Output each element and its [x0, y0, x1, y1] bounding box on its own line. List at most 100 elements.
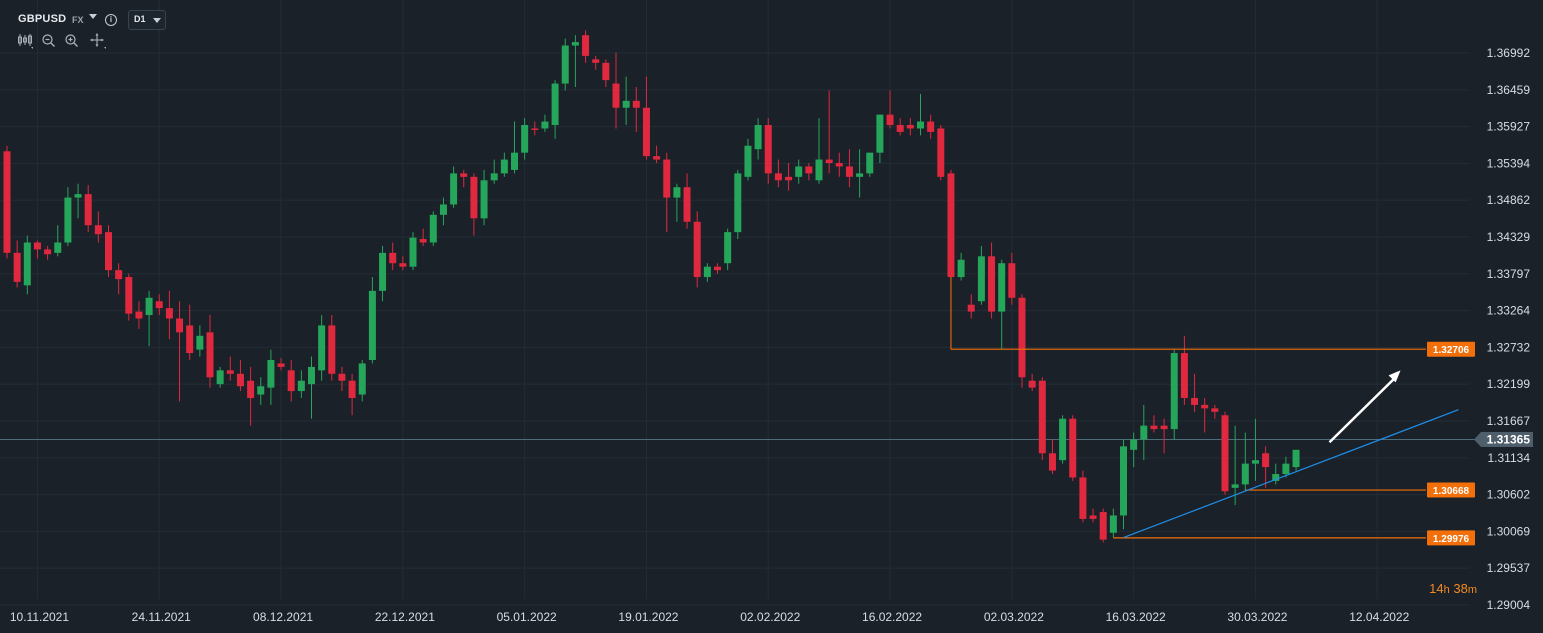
bear-candle[interactable] — [937, 128, 945, 177]
info-icon[interactable]: i — [105, 14, 117, 26]
timeframe-select[interactable]: D1 — [128, 10, 166, 30]
bear-candle[interactable] — [805, 166, 813, 174]
bear-candle[interactable] — [1211, 408, 1219, 412]
bull-candle[interactable] — [622, 100, 630, 108]
bear-candle[interactable] — [967, 304, 975, 312]
bull-candle[interactable] — [490, 173, 498, 181]
bear-candle[interactable] — [663, 159, 671, 198]
bear-candle[interactable] — [115, 270, 123, 280]
bear-candle[interactable] — [389, 252, 397, 264]
bull-candle[interactable] — [1109, 515, 1117, 533]
bear-candle[interactable] — [896, 125, 904, 132]
bull-candle[interactable] — [1241, 463, 1249, 485]
bear-candle[interactable] — [1069, 418, 1077, 478]
bull-candle[interactable] — [795, 166, 803, 177]
bull-candle[interactable] — [521, 125, 529, 153]
bear-candle[interactable] — [399, 263, 407, 267]
bear-candle[interactable] — [1180, 353, 1188, 398]
bull-candle[interactable] — [297, 380, 305, 392]
bear-candle[interactable] — [135, 311, 143, 319]
bear-candle[interactable] — [653, 156, 661, 160]
bear-candle[interactable] — [155, 301, 163, 309]
bull-candle[interactable] — [734, 173, 742, 233]
zoom-in-icon[interactable] — [64, 33, 80, 49]
bear-candle[interactable] — [582, 35, 590, 56]
bull-candle[interactable] — [551, 83, 559, 126]
bull-candle[interactable] — [815, 159, 823, 181]
bear-candle[interactable] — [3, 151, 11, 253]
bear-candle[interactable] — [186, 325, 194, 354]
bull-candle[interactable] — [358, 363, 366, 395]
bear-candle[interactable] — [125, 277, 133, 314]
bear-candle[interactable] — [84, 194, 92, 226]
bull-candle[interactable] — [754, 125, 762, 150]
bull-candle[interactable] — [561, 45, 569, 84]
bear-candle[interactable] — [94, 225, 102, 235]
bear-candle[interactable] — [1150, 425, 1158, 430]
bear-candle[interactable] — [602, 62, 610, 81]
bear-candle[interactable] — [419, 239, 427, 243]
bear-candle[interactable] — [470, 176, 478, 219]
bear-candle[interactable] — [226, 370, 234, 374]
bull-candle[interactable] — [1140, 425, 1148, 440]
bear-candle[interactable] — [1262, 453, 1270, 468]
bear-candle[interactable] — [176, 318, 184, 333]
bull-candle[interactable] — [500, 159, 508, 174]
bear-candle[interactable] — [642, 107, 650, 157]
bear-candle[interactable] — [1099, 512, 1107, 540]
bull-candle[interactable] — [856, 173, 864, 177]
bear-candle[interactable] — [287, 370, 295, 392]
bull-candle[interactable] — [1272, 474, 1280, 481]
bear-candle[interactable] — [1079, 477, 1087, 519]
bear-candle[interactable] — [1028, 380, 1036, 388]
symbol-dropdown-icon[interactable] — [89, 14, 97, 19]
bull-candle[interactable] — [541, 121, 549, 129]
bear-candle[interactable] — [1221, 415, 1229, 492]
bear-candle[interactable] — [1018, 297, 1026, 378]
bear-candle[interactable] — [1048, 453, 1056, 471]
bull-candle[interactable] — [1282, 463, 1290, 475]
bear-candle[interactable] — [1008, 263, 1016, 298]
bull-candle[interactable] — [439, 204, 447, 215]
bear-candle[interactable] — [1089, 515, 1097, 519]
bull-candle[interactable] — [876, 114, 884, 153]
bear-candle[interactable] — [947, 173, 955, 278]
bull-candle[interactable] — [450, 173, 458, 205]
bear-candle[interactable] — [927, 121, 935, 132]
bull-candle[interactable] — [673, 187, 681, 198]
bear-candle[interactable] — [44, 249, 52, 255]
bull-candle[interactable] — [409, 237, 417, 267]
bull-candle[interactable] — [23, 242, 31, 286]
zoom-out-icon[interactable] — [41, 33, 57, 49]
bull-candle[interactable] — [267, 359, 275, 388]
bear-candle[interactable] — [592, 59, 600, 63]
bull-candle[interactable] — [511, 152, 518, 170]
bear-candle[interactable] — [825, 159, 833, 164]
bull-candle[interactable] — [1130, 439, 1138, 450]
bear-candle[interactable] — [988, 256, 996, 312]
bull-candle[interactable] — [257, 386, 265, 395]
bear-candle[interactable] — [714, 266, 721, 271]
projection-arrow[interactable] — [1328, 376, 1397, 444]
bull-candle[interactable] — [1251, 460, 1259, 464]
bear-candle[interactable] — [531, 128, 539, 130]
bear-candle[interactable] — [632, 100, 640, 108]
crosshair-icon[interactable] — [90, 33, 106, 49]
bull-candle[interactable] — [1059, 418, 1067, 461]
bear-candle[interactable] — [165, 308, 173, 319]
bear-candle[interactable] — [33, 242, 41, 250]
bear-candle[interactable] — [328, 325, 336, 374]
bear-candle[interactable] — [906, 125, 914, 129]
candles-icon[interactable] — [17, 33, 33, 49]
bull-candle[interactable] — [1231, 484, 1239, 488]
bear-candle[interactable] — [338, 373, 346, 381]
bull-candle[interactable] — [957, 259, 965, 278]
bull-candle[interactable] — [1170, 353, 1178, 430]
bear-candle[interactable] — [683, 187, 691, 222]
bull-candle[interactable] — [744, 145, 752, 177]
bull-candle[interactable] — [196, 335, 204, 350]
support-trendline[interactable] — [1123, 409, 1459, 539]
bull-candle[interactable] — [977, 256, 985, 302]
